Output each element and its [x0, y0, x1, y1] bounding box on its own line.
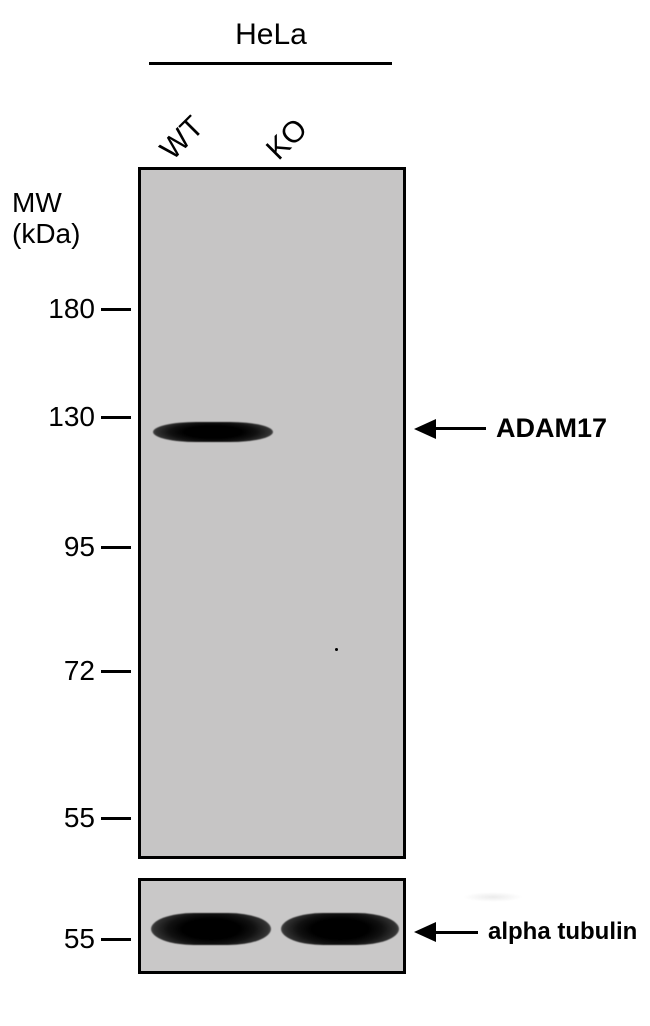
mw-tick-value: 95 — [40, 531, 95, 563]
lane-label-ko: KO — [260, 112, 315, 167]
band-tubulin-wt — [151, 913, 271, 945]
mw-tick-value: 55 — [40, 923, 95, 955]
mw-tick-mark — [101, 308, 131, 311]
mw-tick-mark — [101, 546, 131, 549]
mw-tick-value: 180 — [40, 293, 95, 325]
arrow-head-icon — [414, 419, 436, 439]
arrow-label-adam17: ADAM17 — [496, 413, 607, 444]
mw-tick-value: 55 — [40, 802, 95, 834]
western-blot-figure: HeLa WT KO MW (kDa) 180 130 95 72 55 55 ADAM1… — [0, 0, 650, 1026]
arrow-shaft — [436, 427, 486, 430]
blot-panel-lower — [138, 878, 406, 974]
mw-header: MW (kDa) — [12, 188, 80, 250]
lane-label-wt: WT — [154, 110, 211, 167]
artifact-smudge — [463, 892, 523, 902]
mw-tick-value: 72 — [40, 655, 95, 687]
arrow-tubulin: alpha tubulin — [414, 918, 637, 946]
artifact-dot — [335, 648, 338, 651]
title-underline — [149, 62, 392, 65]
mw-tick: 72 — [40, 655, 131, 687]
band-adam17-wt — [153, 422, 273, 442]
mw-tick: 55 — [40, 923, 131, 955]
mw-tick: 180 — [40, 293, 131, 325]
mw-tick: 130 — [40, 401, 131, 433]
cell-line-title: HeLa — [211, 18, 331, 52]
mw-tick-mark — [101, 817, 131, 820]
mw-line1: MW — [12, 188, 80, 219]
arrow-adam17: ADAM17 — [414, 413, 607, 444]
mw-tick: 95 — [40, 531, 131, 563]
mw-line2: (kDa) — [12, 219, 80, 250]
arrow-shaft — [436, 931, 478, 934]
mw-tick-mark — [101, 938, 131, 941]
blot-panel-upper — [138, 167, 406, 859]
mw-tick: 55 — [40, 802, 131, 834]
mw-tick-value: 130 — [40, 401, 95, 433]
arrow-label-tubulin: alpha tubulin — [488, 918, 637, 946]
mw-tick-mark — [101, 416, 131, 419]
arrow-head-icon — [414, 922, 436, 942]
mw-tick-mark — [101, 670, 131, 673]
band-tubulin-ko — [281, 913, 399, 945]
